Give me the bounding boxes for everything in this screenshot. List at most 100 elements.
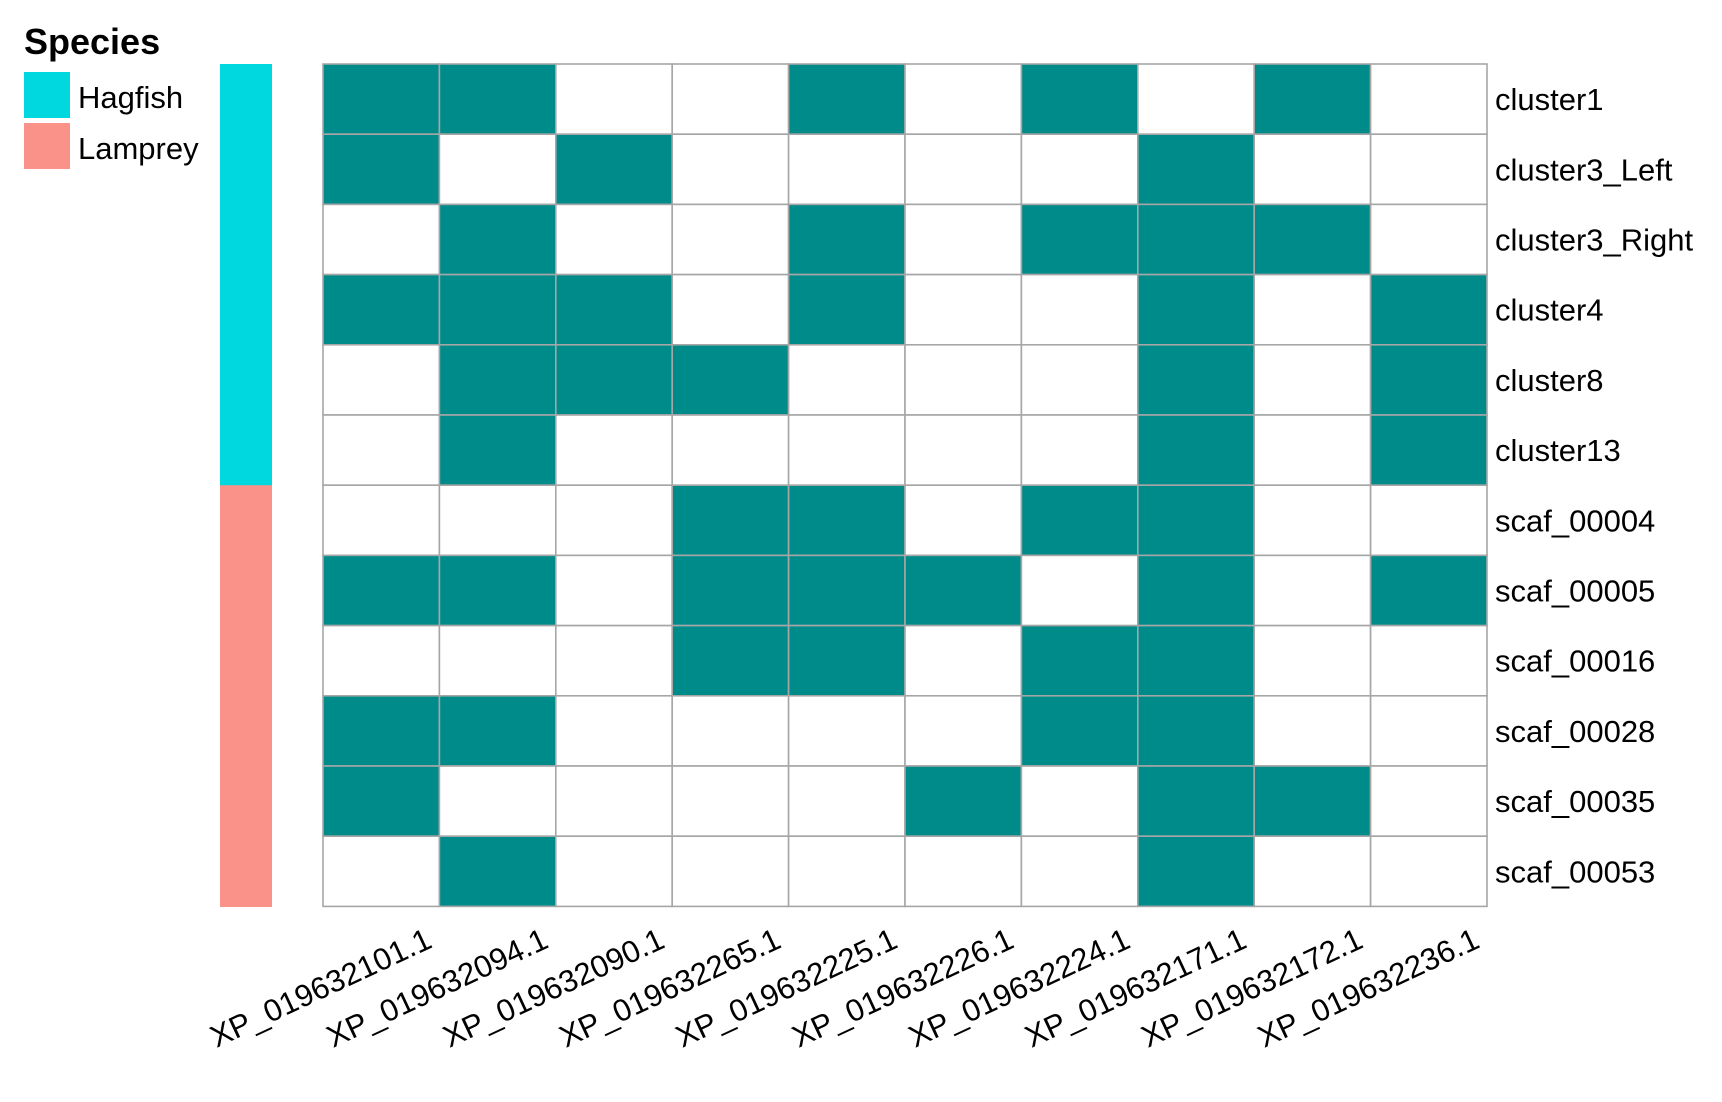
heatmap-cell <box>438 624 557 697</box>
annotation-cell-cluster3-right <box>220 204 272 276</box>
heatmap-cell <box>1137 765 1256 837</box>
heatmap-cell <box>787 835 906 908</box>
heatmap-cell <box>671 203 790 276</box>
heatmap-cell <box>554 414 673 486</box>
heatmap-cell <box>1137 273 1256 346</box>
heatmap-cell <box>554 554 673 627</box>
row-label: cluster1 <box>1495 82 1604 117</box>
row-label: cluster3_Left <box>1495 152 1673 187</box>
row-label: cluster13 <box>1495 433 1621 468</box>
heatmap-cell <box>1369 343 1488 416</box>
heatmap-cell <box>904 835 1023 908</box>
row-label: scaf_00016 <box>1495 644 1655 679</box>
row-label: scaf_00035 <box>1495 784 1655 819</box>
heatmap-cell <box>671 343 790 416</box>
heatmap-cell <box>671 554 790 627</box>
heatmap-cell <box>1253 414 1372 486</box>
heatmap-cell <box>554 63 673 135</box>
heatmap-cell <box>787 694 906 767</box>
row-label: cluster4 <box>1495 293 1604 328</box>
heatmap-cell <box>1253 835 1372 908</box>
legend-swatch-lamprey <box>24 123 70 169</box>
heatmap-cell <box>1253 273 1372 346</box>
heatmap-cell <box>1137 203 1256 276</box>
heatmap-cell <box>438 765 557 837</box>
heatmap-cell <box>1020 273 1139 346</box>
heatmap-cell <box>554 133 673 206</box>
heatmap-cell <box>438 133 557 206</box>
heatmap-cell <box>1369 63 1488 135</box>
heatmap-cell <box>1020 63 1139 135</box>
heatmap-cell <box>554 203 673 276</box>
heatmap-cell <box>322 63 441 135</box>
heatmap-cell <box>1020 414 1139 486</box>
heatmap-cell <box>1253 554 1372 627</box>
heatmap-cell <box>438 835 557 908</box>
heatmap-cell <box>1369 203 1488 276</box>
heatmap-cell <box>904 273 1023 346</box>
heatmap-cell <box>787 203 906 276</box>
heatmap-cell <box>671 835 790 908</box>
annotation-cell-cluster8 <box>220 344 272 416</box>
heatmap-cell <box>904 343 1023 416</box>
heatmap-cell <box>787 554 906 627</box>
heatmap-cell <box>1253 63 1372 135</box>
heatmap-cell <box>787 63 906 135</box>
heatmap-cell <box>1137 835 1256 908</box>
heatmap-cell <box>554 484 673 557</box>
row-label: scaf_00005 <box>1495 574 1655 609</box>
heatmap-cell <box>1137 63 1256 135</box>
heatmap-cell <box>1020 484 1139 557</box>
annotation-cell-scaf-00035 <box>220 766 272 837</box>
heatmap-cell <box>1020 343 1139 416</box>
annotation-cell-cluster4 <box>220 274 272 346</box>
heatmap-cell <box>671 414 790 486</box>
legend-title: Species <box>24 21 160 62</box>
species-legend: Species Hagfish Lamprey <box>24 21 199 169</box>
heatmap-cell <box>671 484 790 557</box>
annotation-cell-scaf-00005 <box>220 555 272 627</box>
heatmap-cell <box>438 343 557 416</box>
heatmap-cell <box>438 554 557 627</box>
heatmap-cell <box>1253 133 1372 206</box>
annotation-cell-scaf-00028 <box>220 695 272 767</box>
row-label: cluster3_Right <box>1495 223 1694 258</box>
heatmap-cell <box>1137 554 1256 627</box>
heatmap-cell <box>322 484 441 557</box>
heatmap-cell <box>904 694 1023 767</box>
heatmap-cell <box>1369 765 1488 837</box>
annotation-cell-cluster13 <box>220 415 272 486</box>
heatmap-cell <box>1020 765 1139 837</box>
legend-label-lamprey: Lamprey <box>78 131 199 166</box>
heatmap-cell <box>904 484 1023 557</box>
heatmap-cell <box>438 694 557 767</box>
heatmap-cell <box>438 63 557 135</box>
heatmap-cell <box>787 273 906 346</box>
heatmap-cell <box>1369 133 1488 206</box>
heatmap-cell <box>671 63 790 135</box>
row-label: cluster8 <box>1495 363 1604 398</box>
heatmap-cell <box>671 624 790 697</box>
row-labels: cluster1 cluster3_Left cluster3_Rightclust… <box>1495 82 1694 889</box>
heatmap-cell <box>322 203 441 276</box>
heatmap-cell <box>554 694 673 767</box>
heatmap-cell <box>787 484 906 557</box>
heatmap-cell <box>904 414 1023 486</box>
heatmap-cell <box>554 273 673 346</box>
heatmap-cell <box>322 273 441 346</box>
heatmap-cell <box>904 765 1023 837</box>
heatmap-cell <box>904 203 1023 276</box>
heatmap-cell <box>671 133 790 206</box>
row-label: scaf_00028 <box>1495 714 1655 749</box>
heatmap-cell <box>787 414 906 486</box>
heatmap-cell <box>1020 624 1139 697</box>
row-label: scaf_00004 <box>1495 503 1655 538</box>
heatmap-cell <box>438 203 557 276</box>
heatmap-cell <box>1137 624 1256 697</box>
heatmap-cell <box>1253 624 1372 697</box>
heatmap-cell <box>554 624 673 697</box>
annotation-cell-cluster3-left <box>220 134 272 205</box>
heatmap-cells <box>322 63 1488 908</box>
annotation-cell-scaf-00053 <box>220 836 272 907</box>
